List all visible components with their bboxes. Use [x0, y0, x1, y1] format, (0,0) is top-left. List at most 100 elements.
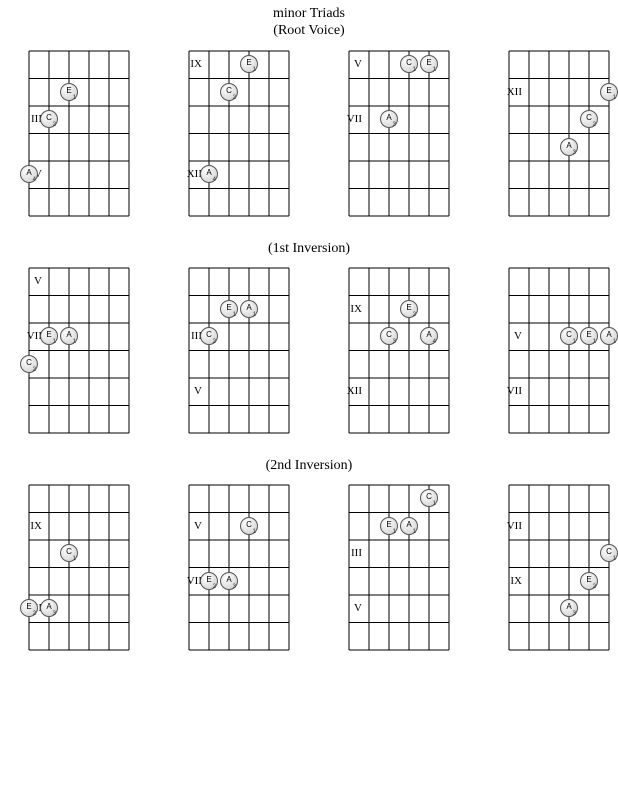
note-letter: A: [26, 169, 31, 177]
main-title: minor Triads (Root Voice): [0, 0, 618, 40]
note-marker: E1: [380, 517, 398, 535]
note-marker: C2: [580, 110, 598, 128]
note-letter: C: [206, 331, 212, 339]
fretboard: IXXIIE2C3A4: [344, 263, 454, 438]
chord-diagram: IIIVC1E1A1: [324, 480, 454, 655]
fretboard-grid: [504, 263, 614, 438]
fret-label: V: [342, 58, 362, 70]
note-marker: E1: [600, 83, 618, 101]
note-finger: 1: [613, 339, 616, 345]
note-marker: A4: [420, 327, 438, 345]
note-finger: 1: [393, 529, 396, 535]
note-finger: 1: [613, 556, 616, 562]
note-finger: 2: [233, 95, 236, 101]
note-marker: A3: [560, 599, 578, 617]
fret-label: VII: [182, 575, 202, 587]
note-letter: A: [566, 142, 571, 150]
fret-label: V: [182, 385, 202, 397]
note-finger: 4: [33, 177, 36, 183]
note-letter: A: [426, 331, 431, 339]
note-marker: C1: [600, 544, 618, 562]
fretboard: IIIVE1C2A4: [24, 46, 134, 221]
row-2nd-inversion: IXXIIC1E2A3VVIIC1E2A3IIIVC1E1A1VIIIXC1E2…: [0, 480, 618, 655]
fretboard-grid: [184, 263, 294, 438]
fret-label: XII: [342, 385, 362, 397]
chord-diagram: XIIE1C2A3: [484, 46, 614, 221]
fretboard-grid: [184, 46, 294, 221]
fretboard: IXXIIC1E2A3: [24, 480, 134, 655]
fretboard: IIIVE1A1C2: [184, 263, 294, 438]
note-letter: C: [606, 548, 612, 556]
note-finger: 1: [253, 529, 256, 535]
fret-label: III: [182, 330, 202, 342]
fret-label: XII: [182, 168, 202, 180]
note-finger: 3: [393, 339, 396, 345]
note-letter: E: [586, 331, 591, 339]
note-letter: E: [386, 521, 391, 529]
fretboard-grid: [24, 46, 134, 221]
page: minor Triads (Root Voice) IIIVE1C2A4IXXI…: [0, 0, 618, 655]
chord-diagram: IX XII E1 C2 A4: [164, 46, 294, 221]
note-letter: A: [206, 169, 211, 177]
note-letter: E: [226, 304, 231, 312]
fret-label: V: [502, 330, 522, 342]
note-letter: C: [406, 59, 412, 67]
note-finger: 1: [253, 67, 256, 73]
note-letter: E: [586, 576, 591, 584]
note-finger: 1: [433, 67, 436, 73]
row-root-voice: IIIVE1C2A4IXXIIE1C2A4VVIIC1E1A3XIIE1C2A3: [0, 46, 618, 221]
fretboard-grid: [24, 480, 134, 655]
fret-label: IX: [22, 520, 42, 532]
fretboard-grid: [344, 480, 454, 655]
note-finger: 1: [53, 339, 56, 345]
fretboard-grid: [344, 46, 454, 221]
note-finger: 2: [593, 122, 596, 128]
fretboard: IX XII E1 C2 A4: [184, 46, 294, 221]
title-line-1: minor Triads: [0, 6, 618, 23]
note-finger: 1: [613, 95, 616, 101]
fretboard-grid: [24, 263, 134, 438]
note-marker: A1: [240, 300, 258, 318]
note-letter: A: [406, 521, 411, 529]
fret-label: VII: [22, 330, 42, 342]
note-marker: E1: [40, 327, 58, 345]
chord-diagram: IIIVE1A1C2: [164, 263, 294, 438]
chord-diagram: VVIIC1E1A3: [324, 46, 454, 221]
fretboard: VVIIC1E2A3: [184, 480, 294, 655]
note-letter: C: [586, 114, 592, 122]
fret-label: V: [182, 520, 202, 532]
note-letter: C: [566, 331, 572, 339]
note-finger: 1: [413, 529, 416, 535]
note-marker: E1: [580, 327, 598, 345]
note-letter: C: [226, 87, 232, 95]
chord-diagram: VVIIC1E2A3: [164, 480, 294, 655]
note-letter: A: [606, 331, 611, 339]
chord-diagram: IXXIIE2C3A4: [324, 263, 454, 438]
fretboard: VVIIC1E1A3: [344, 46, 454, 221]
note-letter: E: [206, 576, 211, 584]
note-marker: A4: [200, 165, 218, 183]
note-letter: A: [46, 603, 51, 611]
note-marker: E2: [200, 572, 218, 590]
fret-label: III: [22, 113, 42, 125]
note-letter: E: [246, 59, 251, 67]
fret-label: IX: [182, 58, 202, 70]
fretboard: VVIIC1E1A1: [504, 263, 614, 438]
note-finger: 1: [593, 339, 596, 345]
note-letter: A: [66, 331, 71, 339]
note-marker: A1: [400, 517, 418, 535]
note-finger: 2: [213, 584, 216, 590]
note-letter: C: [426, 493, 432, 501]
note-finger: 2: [413, 312, 416, 318]
note-letter: C: [246, 521, 252, 529]
note-letter: E: [46, 331, 51, 339]
note-finger: 1: [73, 95, 76, 101]
note-finger: 3: [53, 611, 56, 617]
fretboard-grid: [504, 46, 614, 221]
note-finger: 3: [573, 611, 576, 617]
fretboard-grid: [184, 480, 294, 655]
fret-label: V: [22, 275, 42, 287]
note-finger: 4: [213, 177, 216, 183]
fret-label: VII: [342, 113, 362, 125]
note-marker: C1: [560, 327, 578, 345]
